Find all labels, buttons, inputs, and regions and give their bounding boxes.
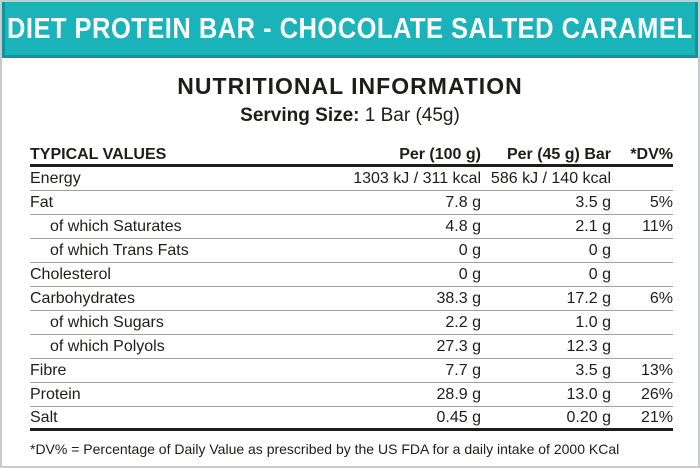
nutrient-label: Fibre — [30, 361, 67, 379]
per100-value: 7.7 g — [445, 361, 481, 379]
serving-size-label: Serving Size: — [240, 105, 360, 126]
dv-value: 21% — [640, 408, 673, 426]
per100-value: 0 g — [458, 265, 481, 283]
nutrition-table: TYPICAL VALUES Per (100 g) Per (45 g) Ba… — [30, 145, 673, 431]
per45-value: 2.1 g — [575, 217, 611, 235]
serving-size-line: Serving Size: 1 Bar (45g) — [2, 105, 698, 127]
nutrient-label: Protein — [30, 385, 81, 403]
dv-footnote: *DV% = Percentage of Daily Value as pres… — [30, 441, 620, 457]
table-header-row: TYPICAL VALUES Per (100 g) Per (45 g) Ba… — [30, 145, 673, 167]
table-row: Cholesterol 0 g 0 g — [30, 263, 673, 287]
table-row: of which Saturates 4.8 g 2.1 g 11% — [30, 215, 673, 239]
per100-value: 4.8 g — [445, 217, 481, 235]
dv-value: 26% — [640, 385, 673, 403]
per45-value: 586 kJ / 140 kcal — [490, 169, 611, 187]
per100-value: 27.3 g — [436, 337, 481, 355]
nutrient-label: Salt — [30, 408, 58, 426]
column-header-dv-percent: *DV% — [630, 145, 673, 163]
per100-value: 7.8 g — [445, 193, 481, 211]
per100-value: 28.9 g — [436, 385, 481, 403]
column-header-per-100g: Per (100 g) — [399, 145, 481, 163]
per100-value: 0.45 g — [436, 408, 481, 426]
per45-value: 3.5 g — [575, 361, 611, 379]
nutrient-label: of which Trans Fats — [50, 241, 189, 259]
table-row: Salt 0.45 g 0.20 g 21% — [30, 407, 673, 431]
per100-value: 38.3 g — [436, 289, 481, 307]
table-row: Fibre 7.7 g 3.5 g 13% — [30, 359, 673, 383]
dv-value: 6% — [649, 289, 673, 307]
nutrient-label: of which Polyols — [50, 337, 165, 355]
nutrient-label: Fat — [30, 193, 54, 211]
per100-value: 0 g — [458, 241, 481, 259]
table-row: of which Trans Fats 0 g 0 g — [30, 239, 673, 263]
nutrient-label: Cholesterol — [30, 265, 111, 283]
table-row: Fat 7.8 g 3.5 g 5% — [30, 191, 673, 215]
serving-size-value: 1 Bar (45g) — [364, 105, 460, 126]
per100-value: 1303 kJ / 311 kcal — [353, 169, 481, 187]
table-row: Protein 28.9 g 13.0 g 26% — [30, 383, 673, 407]
per100-value: 2.2 g — [445, 313, 481, 331]
table-row: of which Polyols 27.3 g 12.3 g — [30, 335, 673, 359]
per45-value: 1.0 g — [575, 313, 611, 331]
dv-value: 5% — [649, 193, 673, 211]
per45-value: 0.20 g — [566, 408, 611, 426]
table-row: of which Sugars 2.2 g 1.0 g — [30, 311, 673, 335]
per45-value: 12.3 g — [566, 337, 611, 355]
column-header-per-45g-bar: Per (45 g) Bar — [506, 145, 611, 163]
table-row: Energy 1303 kJ / 311 kcal 586 kJ / 140 k… — [30, 167, 673, 191]
nutrient-label: of which Saturates — [50, 217, 182, 235]
product-title: DIET PROTEIN BAR - CHOCOLATE SALTED CARA… — [7, 11, 693, 45]
product-title-bar: DIET PROTEIN BAR - CHOCOLATE SALTED CARA… — [2, 2, 698, 58]
section-title: NUTRITIONAL INFORMATION — [177, 73, 523, 99]
dv-value: 11% — [642, 217, 673, 235]
nutrient-label: of which Sugars — [50, 313, 164, 331]
per45-value: 3.5 g — [575, 193, 611, 211]
per45-value: 13.0 g — [566, 385, 611, 403]
column-header-typical-values: TYPICAL VALUES — [30, 145, 167, 163]
per45-value: 0 g — [588, 241, 611, 259]
nutrient-label: Energy — [30, 169, 81, 187]
dv-value: 13% — [640, 361, 673, 379]
nutrient-label: Carbohydrates — [30, 289, 135, 307]
table-row: Carbohydrates 38.3 g 17.2 g 6% — [30, 287, 673, 311]
per45-value: 0 g — [588, 265, 611, 283]
per45-value: 17.2 g — [566, 289, 611, 307]
